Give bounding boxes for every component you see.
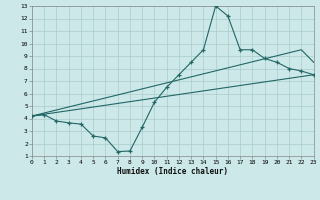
X-axis label: Humidex (Indice chaleur): Humidex (Indice chaleur) bbox=[117, 167, 228, 176]
